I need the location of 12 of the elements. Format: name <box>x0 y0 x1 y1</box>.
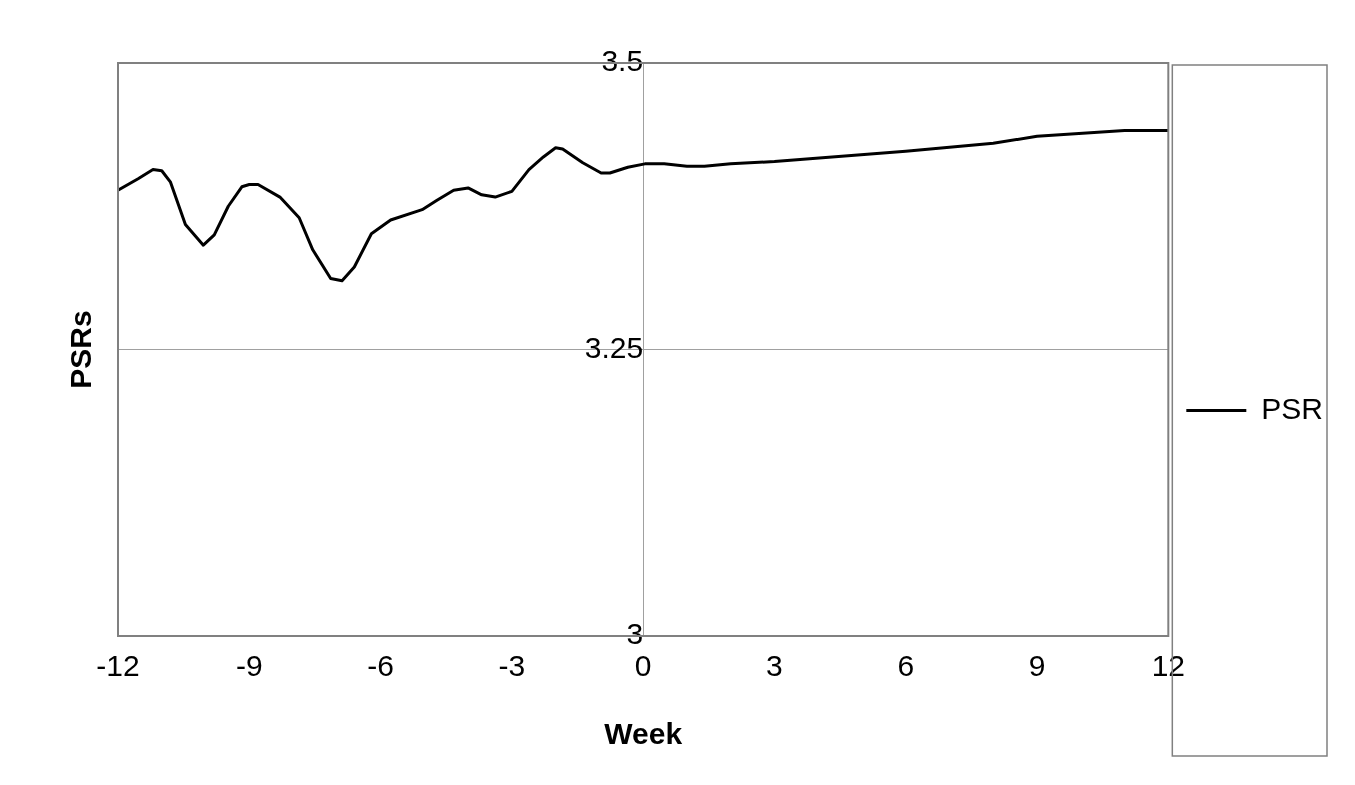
x-tick-label: 9 <box>1028 649 1046 683</box>
x-tick-label: 3 <box>766 649 783 683</box>
x-tick-label: -12 <box>96 649 140 683</box>
x-axis-title: Week <box>604 717 683 751</box>
x-tick-label: -6 <box>367 649 394 683</box>
legend-label: PSR <box>1261 391 1323 425</box>
x-tick-label: -3 <box>498 649 526 683</box>
x-tick-label: -9 <box>235 649 263 683</box>
x-tick-label: 6 <box>897 649 915 683</box>
x-tick-label: 0 <box>634 649 652 683</box>
y-axis-title: PSRs <box>64 310 98 389</box>
y-tick-label: 3.25 <box>584 330 644 364</box>
